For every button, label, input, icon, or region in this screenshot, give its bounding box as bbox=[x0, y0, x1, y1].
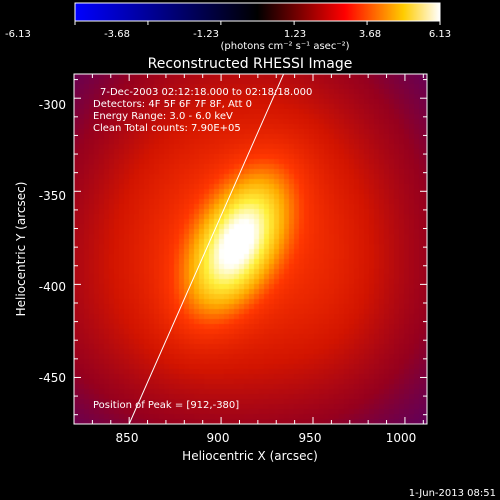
footer-timestamp: 1-Jun-2013 08:51 bbox=[409, 488, 496, 499]
colorbar-tick-label: 1.23 bbox=[284, 29, 306, 40]
colorbar-tick-label: 6.13 bbox=[429, 29, 451, 40]
colorbar-tick-label: -3.68 bbox=[104, 29, 130, 40]
axis-ticks bbox=[74, 74, 427, 424]
info-line: Detectors: 4F 5F 6F 7F 8F, Att 0 bbox=[93, 99, 252, 110]
x-tick-label: 950 bbox=[299, 431, 322, 445]
image-container bbox=[74, 74, 427, 424]
heatmap-image bbox=[74, 74, 427, 424]
colorbar-ticks bbox=[74, 21, 441, 25]
info-line: 7-Dec-2003 02:12:18.000 to 02:18:18.000 bbox=[100, 87, 312, 98]
colorbar bbox=[74, 2, 441, 22]
y-axis-label: Heliocentric Y (arcsec) bbox=[14, 182, 28, 317]
colorbar-tick-label: -6.13 bbox=[5, 29, 31, 40]
colorbar-units-label: (photons cm⁻² s⁻¹ asec⁻²) bbox=[220, 41, 349, 52]
solar-limb-line bbox=[128, 74, 285, 424]
y-tick-label: -350 bbox=[39, 189, 66, 203]
x-tick-label: 850 bbox=[116, 431, 139, 445]
y-tick-label: -450 bbox=[39, 371, 66, 385]
x-axis-label: Heliocentric X (arcsec) bbox=[182, 449, 318, 463]
peak-position-label: Position of Peak = [912,-380] bbox=[93, 400, 239, 411]
colorbar-tick-label: -1.23 bbox=[193, 29, 219, 40]
x-tick-label: 1000 bbox=[386, 431, 417, 445]
info-line: Clean Total counts: 7.90E+05 bbox=[93, 123, 241, 134]
colorbar-tick-label: 3.68 bbox=[359, 29, 381, 40]
plot-frame bbox=[73, 73, 428, 425]
chart-title: Reconstructed RHESSI Image bbox=[148, 56, 353, 72]
info-line: Energy Range: 3.0 - 6.0 keV bbox=[93, 111, 233, 122]
y-tick-label: -400 bbox=[39, 280, 66, 294]
x-tick-label: 900 bbox=[207, 431, 230, 445]
y-tick-label: -300 bbox=[39, 98, 66, 112]
